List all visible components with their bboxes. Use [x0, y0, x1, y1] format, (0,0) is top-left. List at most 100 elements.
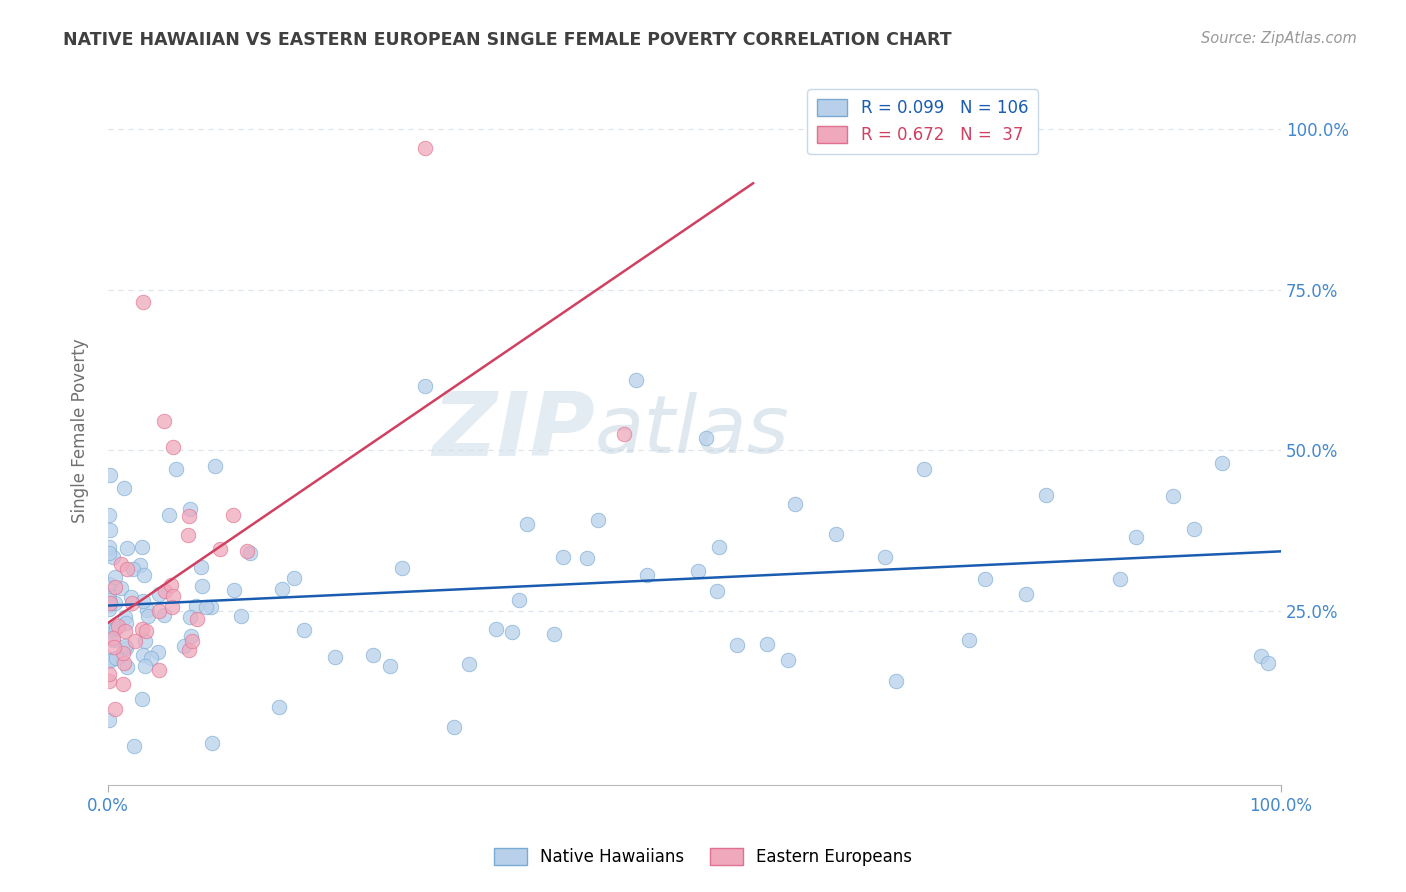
Point: [112, 657, 135, 671]
Point: [115, 640, 138, 655]
Point: [131, 540, 153, 554]
Point: [636, 567, 658, 582]
Point: [136, 608, 159, 623]
Point: [98, 713, 121, 727]
Point: [973, 572, 995, 586]
Point: [104, 570, 127, 584]
Point: [186, 612, 208, 626]
Point: [190, 579, 212, 593]
Point: [131, 622, 153, 636]
Point: [153, 414, 176, 428]
Point: [104, 596, 127, 610]
Point: [98, 576, 121, 591]
Point: [270, 582, 292, 596]
Point: [98, 546, 121, 560]
Text: ZIP: ZIP: [432, 388, 595, 475]
Point: [239, 545, 262, 559]
Point: [162, 589, 184, 603]
Point: [413, 379, 436, 393]
Point: [292, 623, 315, 637]
Point: [100, 623, 122, 637]
Point: [179, 609, 201, 624]
Point: [110, 557, 132, 571]
Point: [146, 645, 169, 659]
Point: [121, 596, 143, 610]
Point: [957, 632, 980, 647]
Point: [391, 561, 413, 575]
Point: [104, 622, 127, 636]
Point: [134, 568, 156, 582]
Point: [586, 513, 609, 527]
Point: [776, 652, 799, 666]
Point: [194, 599, 217, 614]
Point: [485, 622, 508, 636]
Point: [141, 651, 163, 665]
Point: [98, 598, 121, 612]
Point: [98, 540, 121, 554]
Point: [98, 674, 121, 689]
Point: [824, 527, 846, 541]
Point: [114, 624, 136, 638]
Point: [1211, 456, 1233, 470]
Point: [111, 677, 134, 691]
Point: [179, 501, 201, 516]
Point: [1035, 488, 1057, 502]
Point: [104, 621, 127, 635]
Point: [98, 601, 121, 615]
Point: [148, 604, 170, 618]
Point: [114, 639, 136, 653]
Point: [912, 462, 935, 476]
Point: [103, 640, 125, 654]
Point: [120, 590, 142, 604]
Point: [443, 720, 465, 734]
Point: [98, 467, 121, 482]
Point: [148, 587, 170, 601]
Point: [267, 700, 290, 714]
Legend: R = 0.099   N = 106, R = 0.672   N =  37: R = 0.099 N = 106, R = 0.672 N = 37: [807, 89, 1038, 154]
Point: [101, 550, 124, 565]
Point: [98, 666, 121, 681]
Point: [323, 649, 346, 664]
Point: [576, 551, 599, 566]
Point: [98, 523, 121, 537]
Point: [624, 373, 647, 387]
Point: [153, 583, 176, 598]
Text: NATIVE HAWAIIAN VS EASTERN EUROPEAN SINGLE FEMALE POVERTY CORRELATION CHART: NATIVE HAWAIIAN VS EASTERN EUROPEAN SING…: [63, 31, 952, 49]
Point: [148, 663, 170, 677]
Point: [686, 565, 709, 579]
Point: [1109, 572, 1132, 586]
Point: [543, 626, 565, 640]
Point: [110, 582, 132, 596]
Point: [235, 544, 257, 558]
Point: [283, 571, 305, 585]
Point: [104, 702, 127, 716]
Point: [190, 559, 212, 574]
Point: [157, 508, 180, 522]
Point: [208, 542, 231, 557]
Point: [1182, 522, 1205, 536]
Point: [121, 562, 143, 576]
Point: [105, 651, 128, 665]
Point: [117, 541, 139, 555]
Point: [107, 619, 129, 633]
Text: Source: ZipAtlas.com: Source: ZipAtlas.com: [1201, 31, 1357, 46]
Point: [1014, 586, 1036, 600]
Point: [128, 558, 150, 572]
Point: [98, 508, 121, 522]
Point: [115, 659, 138, 673]
Point: [179, 508, 201, 523]
Point: [162, 440, 184, 454]
Point: [132, 295, 155, 310]
Point: [124, 633, 146, 648]
Point: [101, 631, 124, 645]
Point: [180, 634, 202, 648]
Point: [173, 639, 195, 653]
Point: [695, 431, 717, 445]
Point: [98, 588, 121, 602]
Point: [725, 638, 748, 652]
Point: [363, 648, 385, 663]
Point: [153, 607, 176, 622]
Point: [1125, 530, 1147, 544]
Point: [413, 141, 436, 155]
Point: [98, 592, 121, 607]
